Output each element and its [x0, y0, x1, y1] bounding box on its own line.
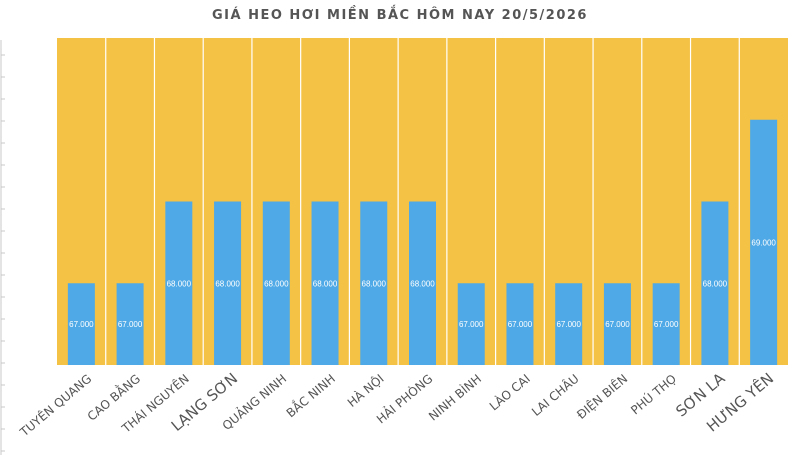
bar — [116, 283, 144, 365]
bar — [360, 201, 388, 365]
bar — [555, 283, 583, 365]
bar — [701, 201, 729, 365]
data-label: 68.000 — [167, 279, 192, 288]
data-label: 67.000 — [654, 320, 679, 329]
data-label: 68.000 — [362, 279, 387, 288]
category-label: HÀ NỘI — [344, 371, 387, 410]
category-label: LÀO CAI — [486, 371, 533, 414]
bar — [214, 201, 242, 365]
bar — [457, 283, 485, 365]
category-label: ĐIỆN BIÊN — [574, 371, 631, 422]
bar — [67, 283, 95, 365]
bar — [409, 201, 436, 365]
bar — [311, 201, 339, 365]
bar — [652, 283, 680, 365]
data-label: 67.000 — [69, 320, 94, 329]
category-label: PHÚ THỌ — [628, 371, 680, 418]
chart-title: GIÁ HEO HƠI MIỀN BẮC HÔM NAY 20/5/2026 — [212, 8, 588, 23]
data-label: 68.000 — [264, 279, 289, 288]
bar — [750, 119, 778, 365]
data-label: 68.000 — [410, 279, 435, 288]
data-label: 68.000 — [215, 279, 240, 288]
bar — [262, 201, 290, 365]
category-label: TUYÊN QUANG — [16, 371, 94, 440]
bar — [165, 201, 193, 365]
data-label: 67.000 — [556, 320, 581, 329]
category-label: NINH BÌNH — [425, 371, 484, 424]
data-label: 69.000 — [751, 238, 776, 247]
data-label: 67.000 — [605, 320, 630, 329]
data-label: 67.000 — [118, 320, 143, 329]
data-label: 68.000 — [313, 279, 338, 288]
data-label: 67.000 — [508, 320, 533, 329]
data-label: 67.000 — [459, 320, 484, 329]
category-label: BẮC NINH — [282, 370, 338, 420]
bar — [506, 283, 534, 365]
bar — [603, 283, 631, 365]
data-label: 68.000 — [703, 279, 728, 288]
